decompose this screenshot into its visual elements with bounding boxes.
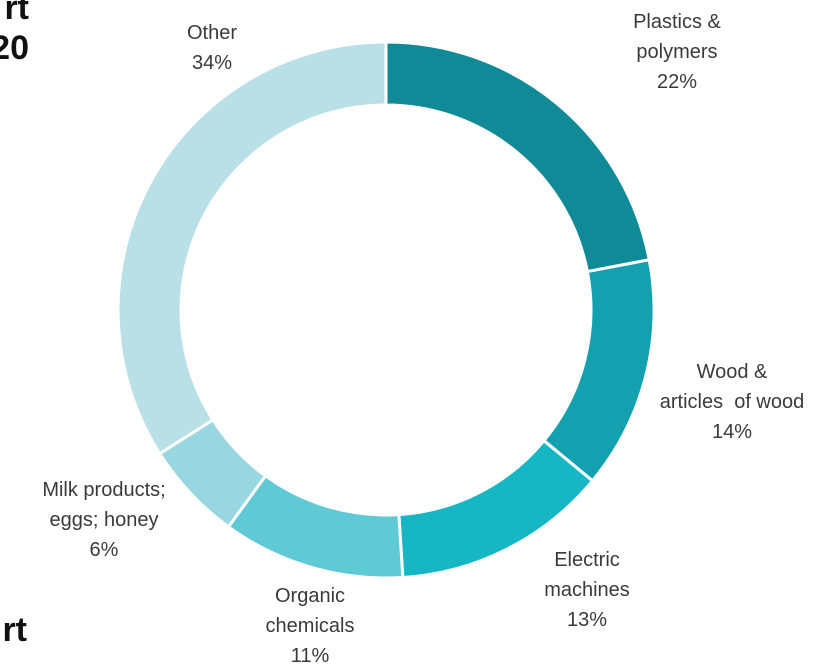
slice-name-label: eggs; honey (50, 509, 159, 531)
chart-title-top: rt 20 (0, 0, 29, 68)
slice-name-label: machines (544, 579, 630, 601)
slice-percent-label: 34% (192, 52, 232, 74)
slice-name-label: Plastics & (633, 11, 721, 33)
slice-name-label: polymers (636, 41, 717, 63)
donut-slice (541, 258, 656, 483)
slice-percent-label: 6% (90, 539, 119, 561)
slice-percent-label: 14% (712, 421, 752, 443)
slice-label-group: Plastics & polymers 22% (633, 11, 721, 93)
chart-title-bottom-line1: rt (2, 611, 27, 649)
donut-slices (116, 40, 656, 580)
slice-name-label: Other (187, 22, 237, 44)
slice-label-group: Wood & articles of wood 14% (660, 361, 805, 443)
slice-name-label: articles of wood (660, 391, 805, 413)
slice-name-label: Organic (275, 585, 345, 607)
chart-title-top-line1: rt (4, 0, 29, 27)
slice-labels: Plastics & polymers 22% Wood & articles of w… (42, 11, 804, 667)
slice-name-label: Wood & (697, 361, 768, 383)
slice-percent-label: 22% (657, 71, 697, 93)
chart-title-top-line2: 20 (0, 29, 29, 67)
slice-label-group: Milk products; eggs; honey 6% (42, 479, 165, 561)
slice-name-label: Milk products; (42, 479, 165, 501)
slice-percent-label: 13% (567, 609, 607, 631)
chart-title-bottom: rt (2, 610, 27, 650)
slice-label-group: Other 34% (187, 22, 237, 74)
slice-name-label: Electric (554, 549, 620, 571)
donut-slice (384, 40, 652, 274)
donut-slice (116, 40, 388, 456)
slice-label-group: Electric machines 13% (544, 549, 630, 631)
slice-name-label: chemicals (266, 615, 355, 637)
slice-percent-label: 11% (291, 645, 330, 667)
slice-label-group: Organic chemicals 11% (266, 585, 355, 667)
